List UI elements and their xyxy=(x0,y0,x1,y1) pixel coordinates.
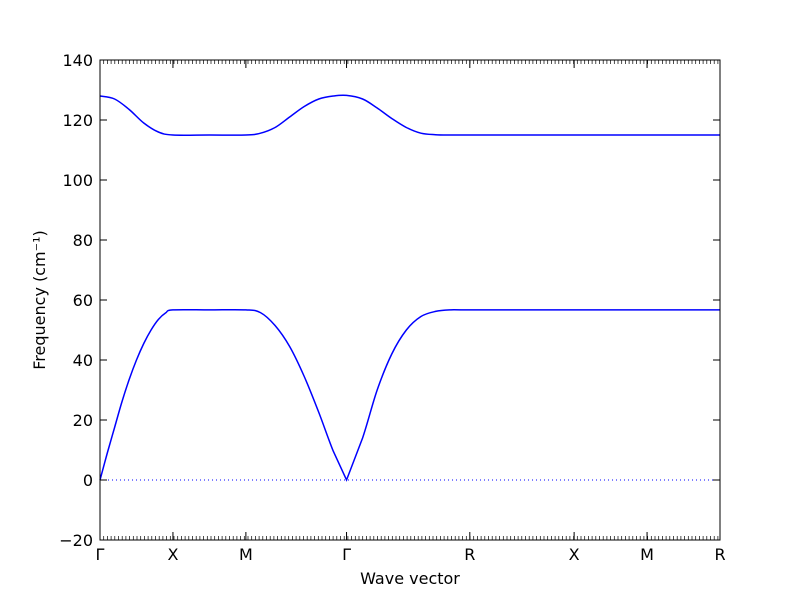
series-layer xyxy=(99,94,720,482)
dispersion-branch-2 xyxy=(99,94,720,136)
y-tick-label: 60 xyxy=(73,291,93,310)
minor-ticks xyxy=(99,60,719,540)
y-tick-label: 100 xyxy=(62,171,93,190)
y-tick-label: 140 xyxy=(62,51,93,70)
x-axis-label: Wave vector xyxy=(360,569,460,588)
y-axis-label: Frequency (cm⁻¹) xyxy=(30,230,49,369)
y-tick-label: 20 xyxy=(73,411,93,430)
x-tick-label: R xyxy=(464,545,475,564)
x-tick-label: X xyxy=(167,545,178,564)
y-tick-label: 40 xyxy=(73,351,93,370)
x-tick-label: M xyxy=(239,545,253,564)
y-tick-label: 120 xyxy=(62,111,93,130)
y-tick-label: −20 xyxy=(59,531,93,550)
y-axis-ticks: −20 0 20 40 60 80 100 120 140 xyxy=(59,51,720,550)
y-tick-label: 0 xyxy=(83,471,93,490)
plot-frame xyxy=(99,59,721,541)
y-tick-label: 80 xyxy=(73,231,93,250)
x-tick-label: X xyxy=(569,545,580,564)
x-tick-label: R xyxy=(714,545,725,564)
x-tick-label: Γ xyxy=(96,545,105,564)
x-tick-label: M xyxy=(640,545,654,564)
dispersion-branch-1 xyxy=(99,308,720,482)
x-tick-label: Γ xyxy=(342,545,351,564)
